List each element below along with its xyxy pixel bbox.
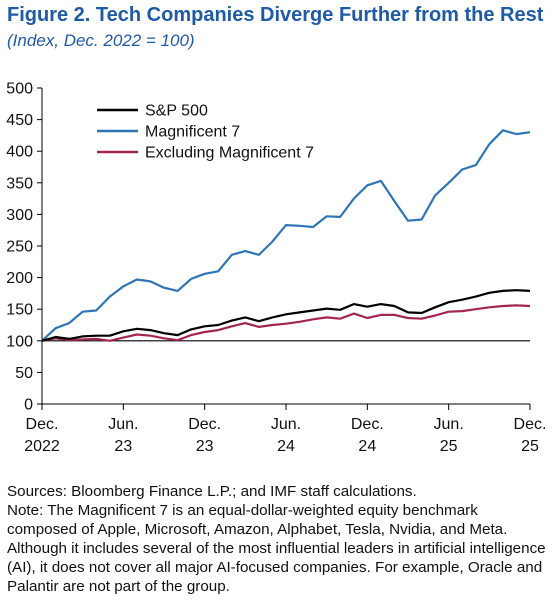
legend-label: Excluding Magnificent 7 — [145, 145, 314, 162]
series-line-excluding-magnificent-7 — [41, 304, 531, 342]
y-axis-ticks: 0 50 100 150 200 250 300 350 400 450 500 — [6, 81, 42, 414]
figure-notes: Sources: Bloomberg Finance L.P.; and IMF… — [7, 482, 552, 596]
series-lines — [41, 129, 531, 342]
y-tick-label: 0 — [24, 397, 33, 414]
y-tick-label: 450 — [6, 112, 33, 129]
x-tick-label: 25 — [521, 438, 539, 455]
x-tick-label: Dec. — [26, 416, 59, 433]
chart-legend: S&P 500 Magnificent 7 Excluding Magnificen… — [97, 103, 314, 162]
x-tick-label: Dec. — [351, 416, 384, 433]
x-tick-label: 24 — [277, 438, 295, 455]
y-tick-label: 350 — [6, 175, 33, 192]
x-tick-label: 23 — [196, 438, 214, 455]
legend-label: Magnificent 7 — [145, 124, 240, 141]
x-axis-ticks: Dec. 2022 Jun. 23 Dec. 23 Jun. 24 Dec. 24 Jun. 25 De… — [24, 404, 546, 455]
x-tick-label: Jun. — [108, 416, 138, 433]
y-tick-label: 500 — [6, 81, 33, 98]
figure-subtitle: (Index, Dec. 2022 = 100) — [7, 31, 195, 50]
x-tick-label: 23 — [114, 438, 132, 455]
y-tick-label: 250 — [6, 239, 33, 256]
x-tick-label: Jun. — [434, 416, 464, 433]
chart-axes — [41, 88, 530, 405]
series-line-magnificent-7 — [41, 129, 531, 342]
x-tick-label: 25 — [440, 438, 458, 455]
y-tick-label: 400 — [6, 144, 33, 161]
x-tick-label: 24 — [358, 438, 376, 455]
x-tick-label: Dec. — [514, 416, 547, 433]
x-tick-label: Dec. — [188, 416, 221, 433]
sources-text: Sources: Bloomberg Finance L.P.; and IMF… — [7, 483, 417, 500]
note-text: Note: The Magnificent 7 is an equal-doll… — [7, 502, 546, 595]
x-tick-label: Jun. — [271, 416, 301, 433]
x-tick-label: 2022 — [24, 438, 60, 455]
y-tick-label: 300 — [6, 207, 33, 224]
series-line-s-p-500 — [41, 289, 531, 342]
y-tick-label: 200 — [6, 270, 33, 287]
y-tick-label: 150 — [6, 302, 33, 319]
line-chart: 0 50 100 150 200 250 300 350 400 450 500 Dec. 2022 J… — [6, 81, 546, 456]
figure-title: Figure 2. Tech Companies Diverge Further… — [7, 4, 544, 26]
y-tick-label: 50 — [15, 365, 33, 382]
legend-label: S&P 500 — [145, 103, 208, 120]
y-tick-label: 100 — [6, 333, 33, 350]
